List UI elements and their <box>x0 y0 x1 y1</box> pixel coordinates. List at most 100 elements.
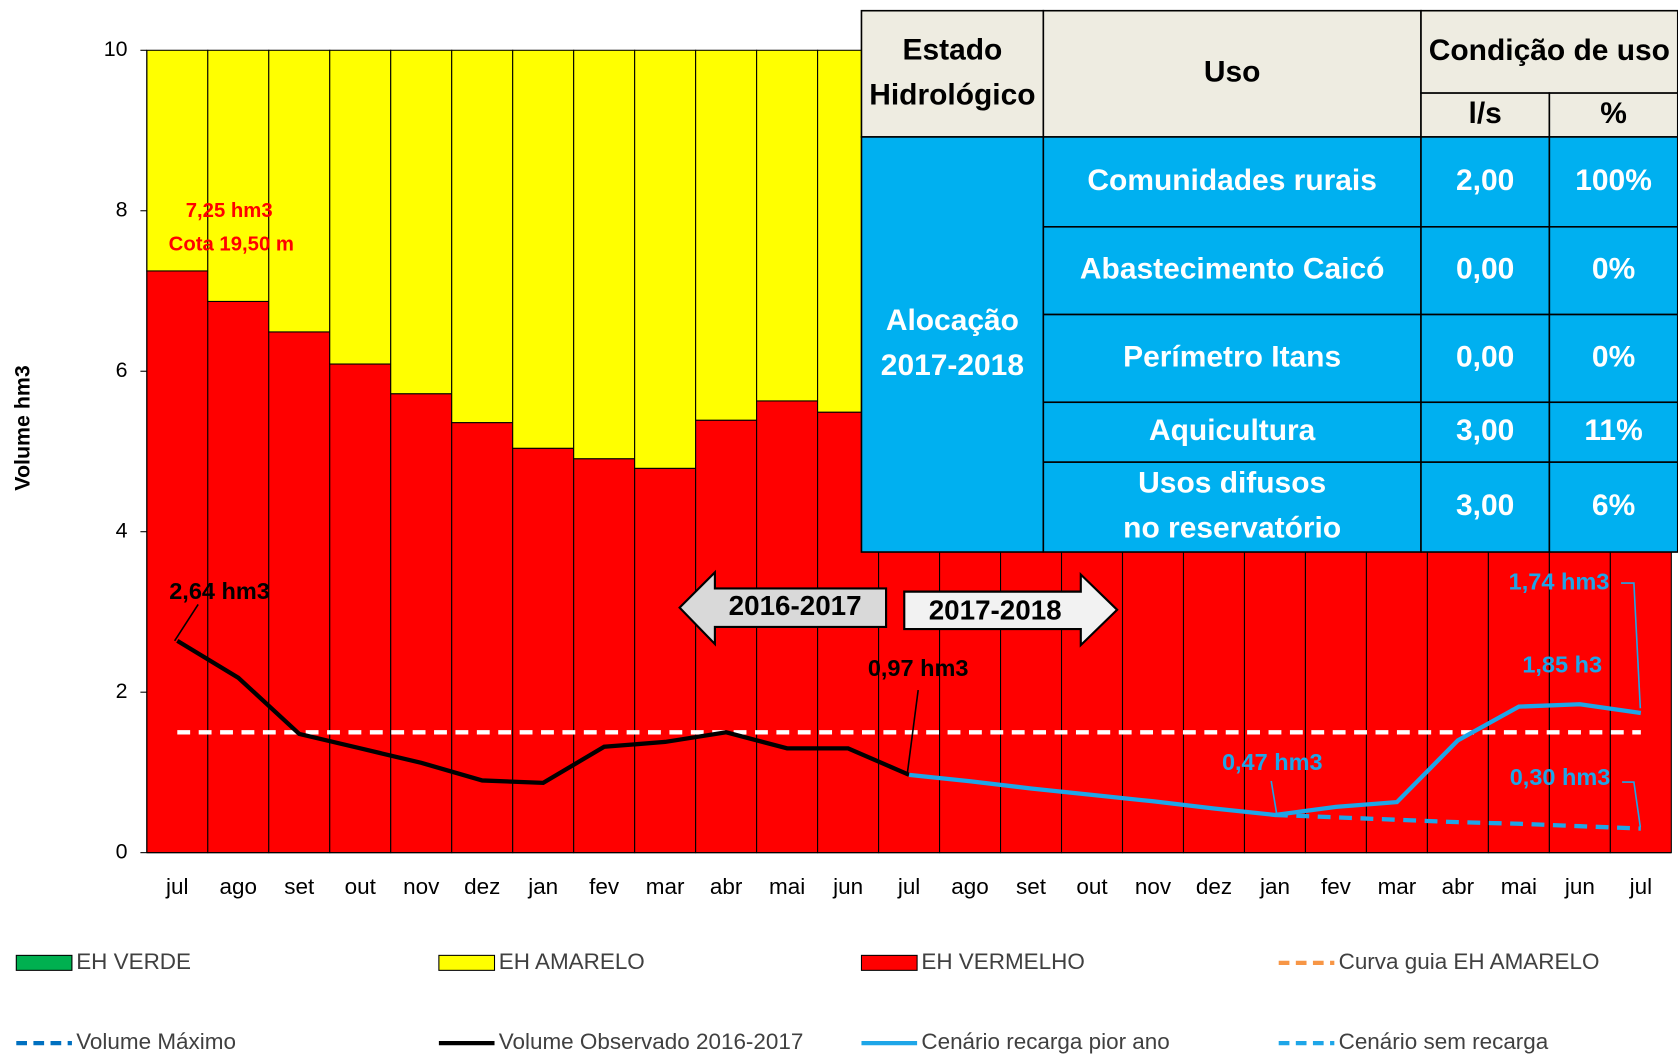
x-tick-label: nov <box>403 874 440 899</box>
annotation: Cota 19,50 m <box>169 233 294 255</box>
table-text: Perímetro Itans <box>1123 340 1341 373</box>
bar-segment <box>451 422 514 854</box>
x-tick-label: jun <box>1564 874 1595 899</box>
leader-line <box>1621 582 1642 709</box>
legend-label: Volume Observado 2016-2017 <box>499 1029 804 1054</box>
x-tick-label: set <box>284 874 315 899</box>
y-tick-label: 0 <box>116 839 128 863</box>
x-tick-label: jul <box>1629 874 1652 899</box>
leader-line <box>1270 780 1278 814</box>
bar-segment <box>268 49 331 333</box>
bar-segment <box>329 49 392 365</box>
x-tick-label: mai <box>1501 874 1537 899</box>
table-cell <box>1042 9 1422 138</box>
table-cell <box>1042 226 1422 316</box>
bar-segment <box>695 419 758 854</box>
bar-segment <box>207 49 270 302</box>
x-tick-label: abr <box>1442 874 1475 899</box>
table-text: 0% <box>1592 253 1635 286</box>
table-cell <box>1420 313 1551 404</box>
table-text: 11% <box>1584 414 1642 447</box>
y-tick-label: 8 <box>116 197 128 221</box>
line-series <box>1274 812 1641 831</box>
bar-segment <box>512 447 575 854</box>
x-tick-label: fev <box>1321 874 1352 899</box>
table-text: 2,00 <box>1456 164 1514 197</box>
table-text: 0,00 <box>1456 340 1514 373</box>
bar-segment <box>451 49 514 424</box>
table-text: Condição de uso <box>1429 34 1670 67</box>
x-tick-label: dez <box>1196 874 1232 899</box>
leader-line <box>906 689 919 773</box>
legend-label: Cenário sem recarga <box>1339 1029 1549 1054</box>
table-cell <box>1548 313 1678 404</box>
annotation: 0,97 hm3 <box>868 655 969 681</box>
bar-segment <box>268 331 331 854</box>
table-cell <box>1548 92 1678 138</box>
x-tick-label: out <box>1076 874 1108 899</box>
x-tick-label: out <box>345 874 377 899</box>
x-tick-label: set <box>1016 874 1047 899</box>
table-text: 3,00 <box>1456 414 1514 447</box>
table-text: 6% <box>1592 489 1635 522</box>
bar-segment <box>573 49 636 460</box>
bar-segment <box>512 49 575 449</box>
bar-segment <box>390 393 453 854</box>
bar-segment <box>207 300 270 854</box>
table-text: Aquicultura <box>1149 414 1316 447</box>
annotation: 0,47 hm3 <box>1222 749 1323 775</box>
annotation: 2,64 hm3 <box>169 578 270 604</box>
table-text: l/s <box>1469 97 1502 130</box>
legend-label: EH AMARELO <box>499 949 645 974</box>
table-cell <box>1042 461 1422 553</box>
y-tick-label: 6 <box>116 358 128 382</box>
arrow-right <box>903 571 1119 648</box>
table-text: Alocação 2017-2018 <box>881 304 1024 382</box>
x-tick-label: dez <box>464 874 500 899</box>
line-series <box>176 639 910 786</box>
annotation: 7,25 hm3 <box>186 200 273 222</box>
legend-label: Curva guia EH AMARELO <box>1339 949 1600 974</box>
legend-swatch <box>15 954 73 971</box>
bar-segment <box>146 270 209 854</box>
table-text: 100% <box>1575 164 1652 197</box>
x-tick-label: jul <box>165 874 188 899</box>
y-tick-label: 10 <box>104 37 128 61</box>
x-tick-label: mai <box>769 874 805 899</box>
table-cell <box>860 136 1045 553</box>
x-tick-label: jan <box>1259 874 1290 899</box>
x-tick-label: jul <box>897 874 920 899</box>
x-tick-label: abr <box>710 874 743 899</box>
table-cell <box>1042 136 1422 228</box>
table-text: Comunidades rurais <box>1087 164 1376 197</box>
legend-label: EH VERMELHO <box>921 949 1084 974</box>
table-text: Abastecimento Caicó <box>1080 253 1384 286</box>
table-text: % <box>1600 97 1627 130</box>
table-cell <box>1042 401 1422 463</box>
x-tick-label: fev <box>589 874 620 899</box>
legend-label: Cenário recarga pior ano <box>921 1029 1169 1054</box>
table-text: 0% <box>1592 340 1635 373</box>
table-cell <box>1420 461 1551 553</box>
annotation: 2017-2018 <box>929 594 1062 625</box>
x-tick-label: mar <box>1378 874 1417 899</box>
table-text: Usos difusos no reservatório <box>1123 467 1341 545</box>
table-text: Estado Hidrológico <box>869 33 1035 111</box>
legend-swatch <box>860 954 918 971</box>
bar-segment <box>573 458 636 854</box>
table-text: Uso <box>1204 56 1261 89</box>
table-text: 3,00 <box>1456 489 1514 522</box>
y-axis-label: Volume hm3 <box>10 365 34 491</box>
table: Estado Hidrológico Uso Condição de uso l/s % A… <box>860 9 1678 553</box>
bar-segment <box>634 49 697 469</box>
bar-segment <box>146 49 209 272</box>
legend-swatch <box>438 954 496 971</box>
x-tick-label: jan <box>527 874 558 899</box>
x-tick-label: ago <box>220 874 257 899</box>
y-tick-label: 2 <box>116 679 128 703</box>
table-cell <box>1042 313 1422 404</box>
legend-label: EH VERDE <box>76 949 191 974</box>
table-text: 0,00 <box>1456 253 1514 286</box>
bar-segment <box>329 363 392 854</box>
